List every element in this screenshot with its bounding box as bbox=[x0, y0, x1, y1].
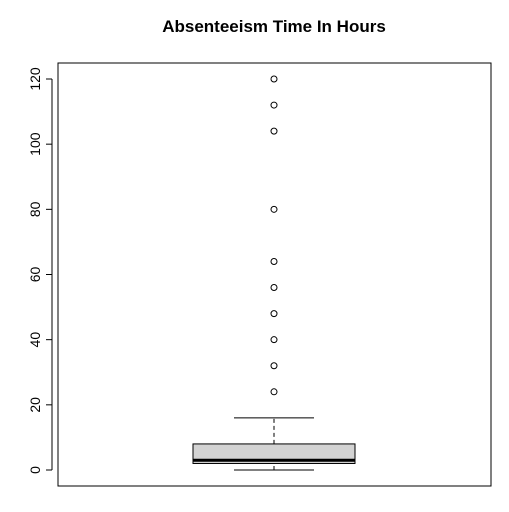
outlier-point bbox=[270, 284, 278, 292]
outlier-point bbox=[270, 205, 278, 213]
y-tick-label: 100 bbox=[27, 132, 43, 156]
outlier-point bbox=[270, 310, 278, 318]
outlier-point bbox=[270, 257, 278, 265]
plot-layer bbox=[192, 75, 356, 471]
y-axis: 0 20 40 60 80 100 120 bbox=[27, 67, 53, 474]
outlier-point bbox=[270, 336, 278, 344]
outlier-point bbox=[270, 388, 278, 396]
outlier-point bbox=[270, 101, 278, 109]
iqr-box bbox=[192, 443, 356, 464]
y-tick-label: 40 bbox=[27, 332, 43, 348]
y-tick-label: 0 bbox=[27, 466, 43, 474]
outlier-point bbox=[270, 75, 278, 83]
y-tick-label: 120 bbox=[27, 67, 43, 91]
outlier-point bbox=[270, 362, 278, 370]
chart-title: Absenteeism Time In Hours bbox=[162, 17, 386, 36]
outlier-point bbox=[270, 127, 278, 135]
y-tick-label: 20 bbox=[27, 397, 43, 413]
plot-frame bbox=[57, 62, 492, 487]
y-tick-label: 80 bbox=[27, 201, 43, 217]
y-tick-label: 60 bbox=[27, 267, 43, 283]
